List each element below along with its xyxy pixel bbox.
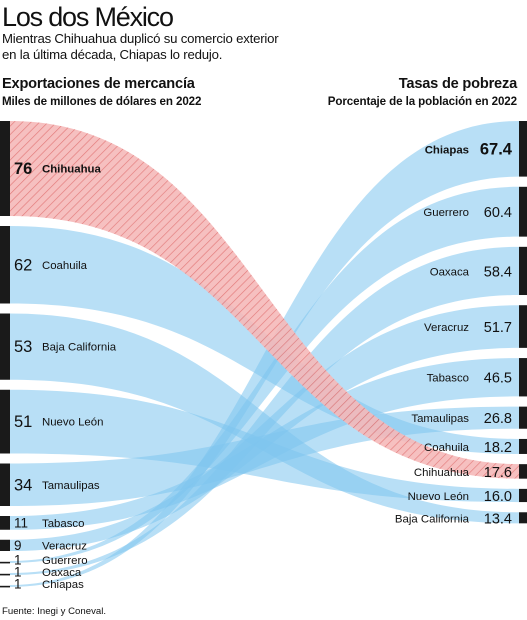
left-label-veracruz: Veracruz <box>42 540 87 552</box>
right-bar-chihuahua <box>519 464 527 479</box>
right-label-nuevo-leon: Nuevo León <box>408 491 469 503</box>
left-label-guerrero: Guerrero <box>42 555 88 567</box>
right-value-guerrero: 60.4 <box>484 205 512 221</box>
page-title: Los dos México <box>2 2 174 32</box>
left-value-tamaulipas: 34 <box>14 476 32 494</box>
right-value-nuevo-leon: 16.0 <box>484 489 512 505</box>
right-bar-nuevo-leon <box>519 488 527 503</box>
flow-chihuahua <box>10 121 519 479</box>
left-bar-chihuahua <box>0 121 10 216</box>
right-value-tamaulipas: 26.8 <box>484 411 512 427</box>
left-bar-oaxaca <box>0 573 10 576</box>
left-bar-tabasco <box>0 516 10 530</box>
left-bar-guerrero <box>0 561 10 564</box>
right-label-veracruz: Veracruz <box>424 322 469 334</box>
left-value-guerrero: 1 <box>14 553 22 568</box>
flow-chiapas <box>10 121 519 587</box>
right-value-chiapas: 67.4 <box>480 140 513 158</box>
flow-oaxaca <box>10 246 519 575</box>
left-value-chihuahua: 76 <box>14 160 32 178</box>
right-label-coahuila: Coahuila <box>424 442 470 454</box>
page-subtitle: Mientras Chihuahua duplicó su comercio e… <box>2 31 279 62</box>
right-bar-veracruz <box>519 305 527 348</box>
right-bar-baja-california <box>519 512 527 524</box>
left-label-oaxaca: Oaxaca <box>42 567 82 579</box>
left-bar-tamaulipas <box>0 463 10 506</box>
right-label-oaxaca: Oaxaca <box>430 266 470 278</box>
left-label-chiapas: Chiapas <box>42 579 84 591</box>
bar-layer <box>0 121 527 588</box>
right-value-chihuahua: 17.6 <box>484 465 512 481</box>
left-axis-title: Exportaciones de mercancía <box>2 76 195 92</box>
right-bar-coahuila <box>519 438 527 454</box>
right-bar-oaxaca <box>519 246 527 296</box>
left-label-tamaulipas: Tamaulipas <box>42 480 100 492</box>
left-label-coahuila: Coahuila <box>42 260 88 272</box>
left-bar-veracruz <box>0 539 10 551</box>
right-axis-subtitle: Porcentaje de la población en 2022 <box>327 95 517 108</box>
left-bar-baja-california <box>0 313 10 380</box>
right-label-guerrero: Guerrero <box>423 207 469 219</box>
left-label-nuevo-leon: Nuevo León <box>42 417 103 429</box>
right-bar-chiapas <box>519 121 527 177</box>
right-label-tabasco: Tabasco <box>427 373 469 385</box>
right-bar-tamaulipas <box>519 406 527 429</box>
right-label-chiapas: Chiapas <box>425 144 469 156</box>
right-axis-title: Tasas de pobreza <box>398 76 517 92</box>
left-label-chihuahua: Chihuahua <box>42 164 102 176</box>
right-label-baja-california: Baja California <box>395 513 470 525</box>
left-value-coahuila: 62 <box>14 256 32 274</box>
left-label-tabasco: Tabasco <box>42 518 84 530</box>
left-value-tabasco: 11 <box>14 515 28 530</box>
left-value-nuevo-leon: 51 <box>14 413 32 431</box>
right-value-baja-california: 13.4 <box>484 511 512 527</box>
left-axis-subtitle: Miles de millones de dólares en 2022 <box>2 95 202 108</box>
left-label-baja-california: Baja California <box>42 342 117 354</box>
right-bar-guerrero <box>519 186 527 237</box>
left-value-chiapas: 1 <box>14 577 22 592</box>
left-value-baja-california: 53 <box>14 338 32 356</box>
right-label-tamaulipas: Tamaulipas <box>411 413 469 425</box>
left-bar-coahuila <box>0 226 10 304</box>
right-value-veracruz: 51.7 <box>484 320 512 336</box>
left-bar-nuevo-leon <box>0 389 10 454</box>
label-layer: 76 Chihuahua 62 Coahuila 53 Baja California 51… <box>14 140 513 591</box>
left-bar-chiapas <box>0 585 10 588</box>
right-label-chihuahua: Chihuahua <box>414 467 470 479</box>
left-value-veracruz: 9 <box>14 538 22 553</box>
flow-layer <box>10 121 519 587</box>
source-note: Fuente: Inegi y Coneval. <box>2 606 106 617</box>
right-value-coahuila: 18.2 <box>484 440 512 456</box>
left-value-oaxaca: 1 <box>14 565 22 580</box>
right-bar-tabasco <box>519 358 527 397</box>
right-value-oaxaca: 58.4 <box>484 264 512 280</box>
right-value-tabasco: 46.5 <box>484 371 512 387</box>
